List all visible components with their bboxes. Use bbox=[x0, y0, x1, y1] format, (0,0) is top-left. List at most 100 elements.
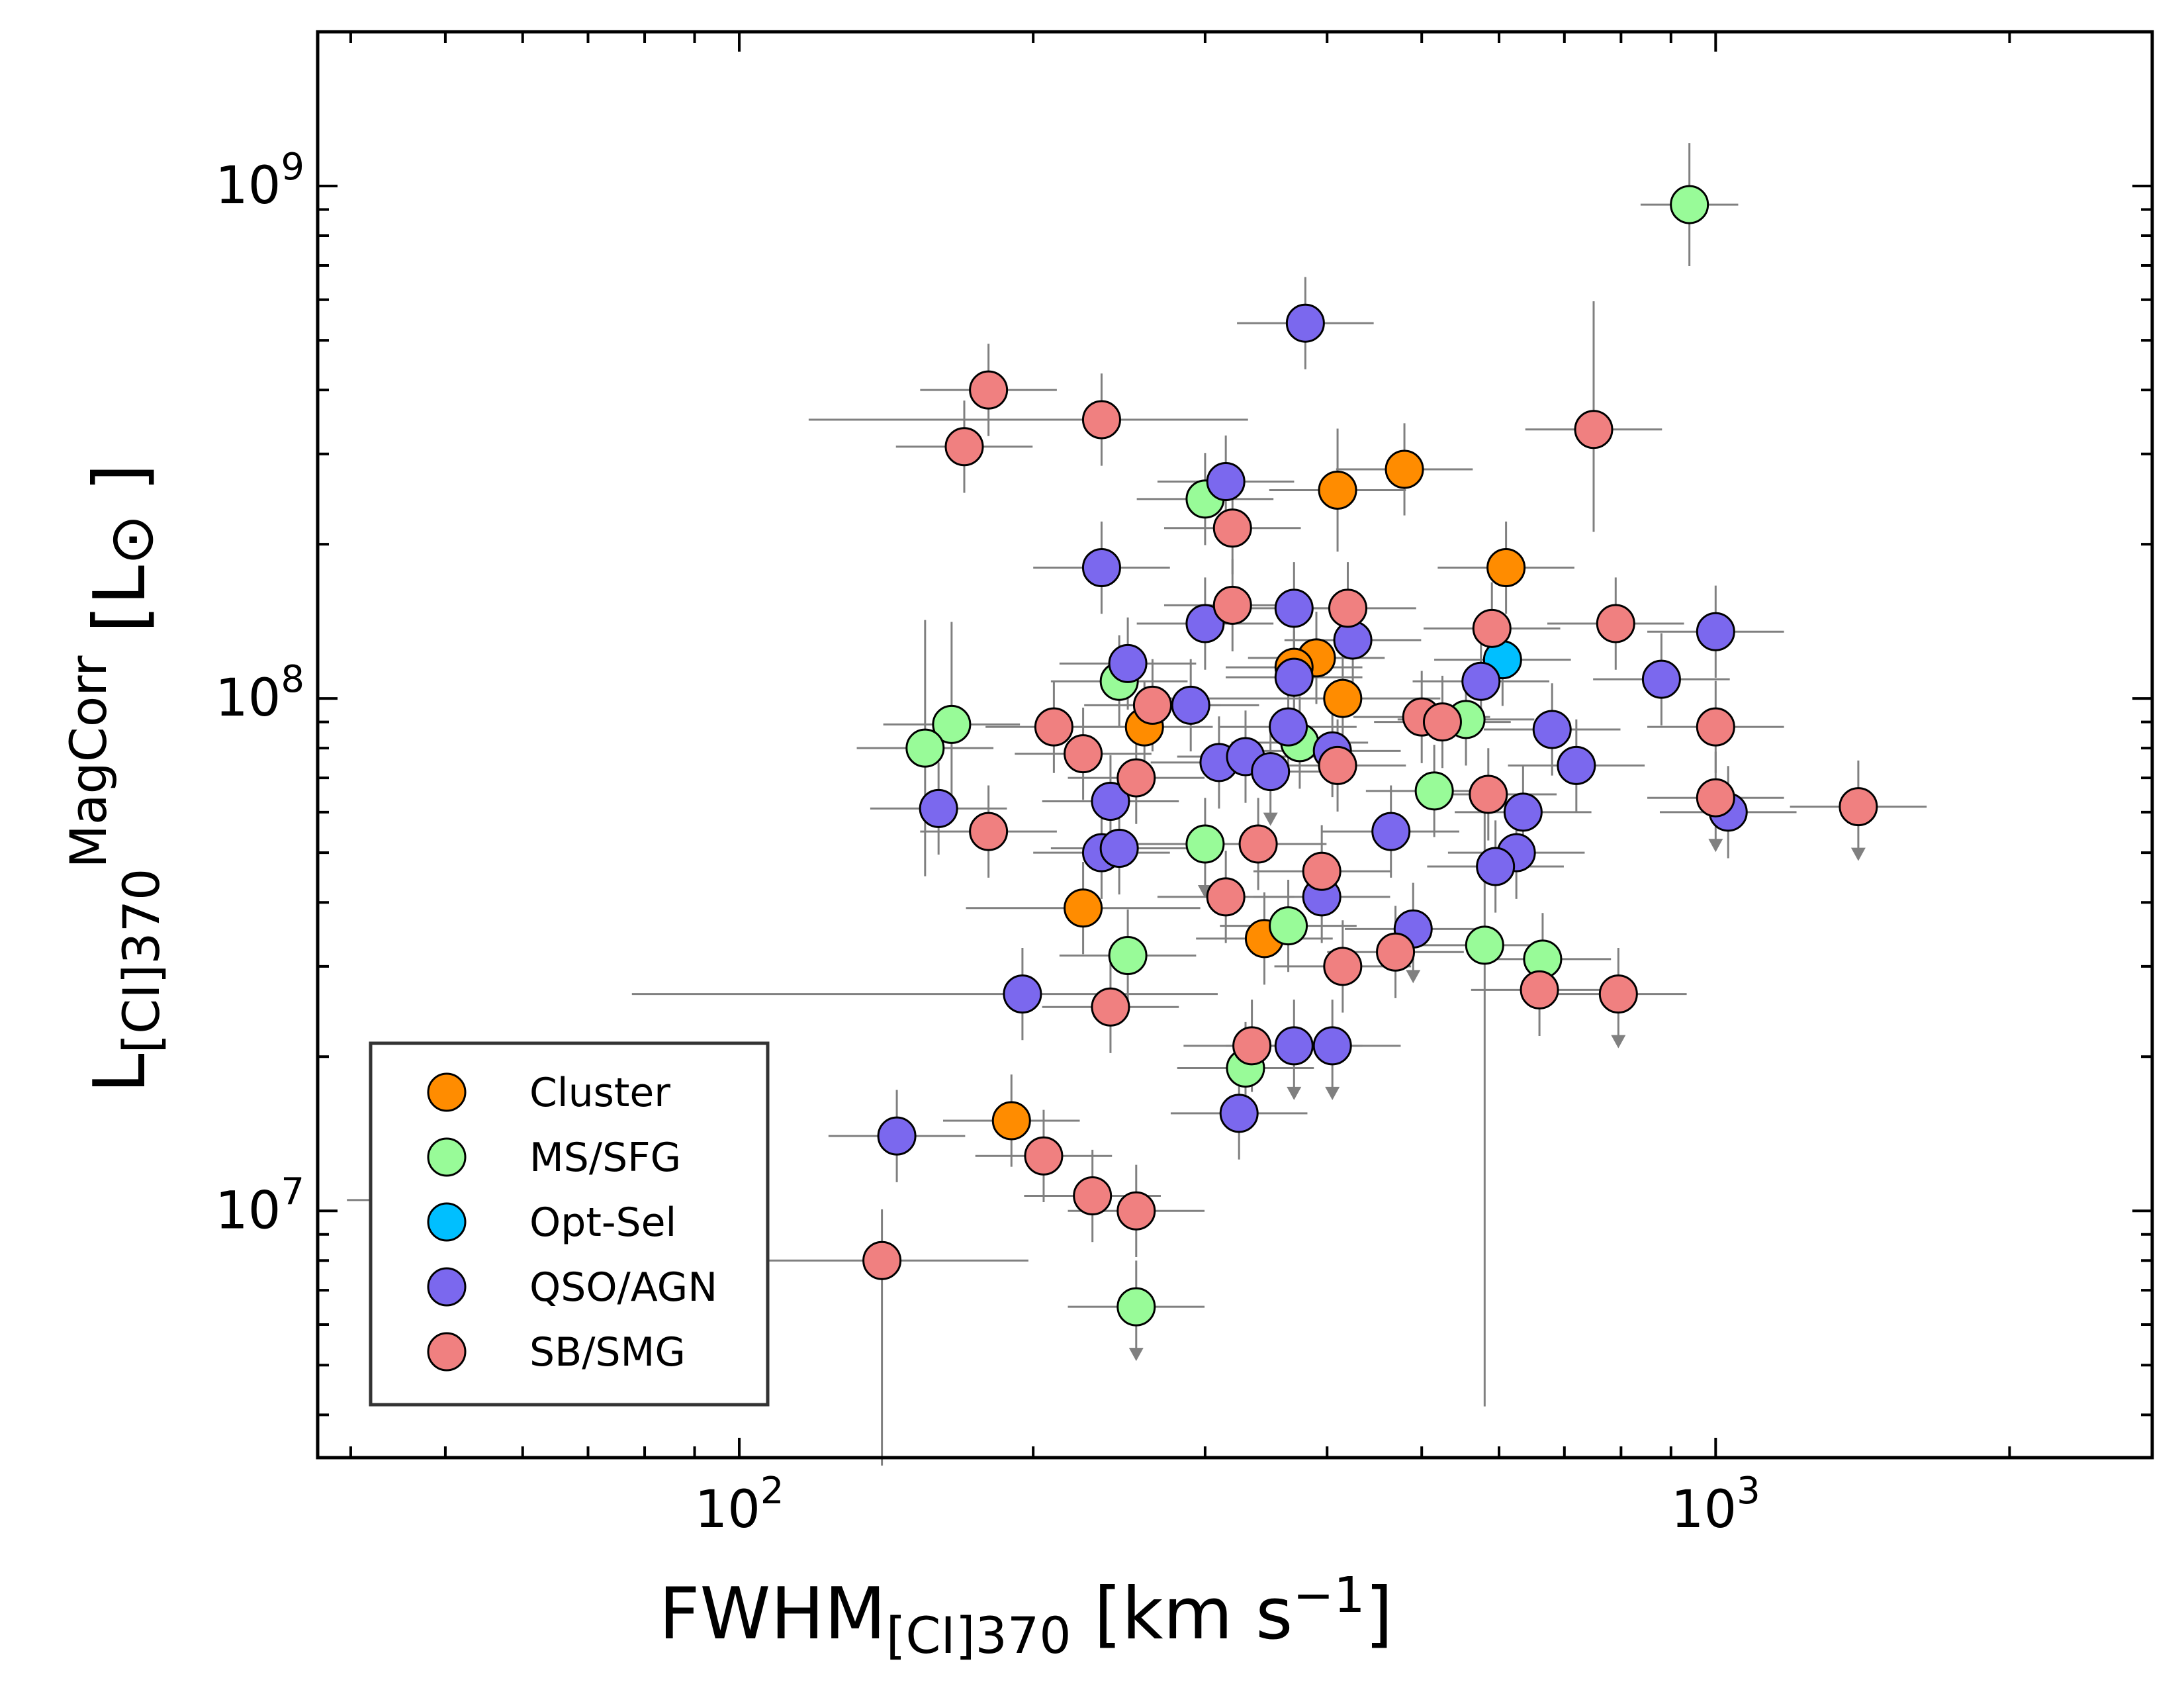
data-point bbox=[1132, 685, 1172, 725]
data-point bbox=[919, 788, 958, 828]
legend-marker bbox=[427, 1137, 467, 1177]
data-point bbox=[1099, 829, 1139, 868]
axis-ticks bbox=[318, 30, 2152, 1458]
data-point bbox=[1064, 734, 1103, 774]
data-point bbox=[1081, 548, 1121, 588]
data-point bbox=[1206, 462, 1246, 502]
data-point bbox=[1285, 303, 1325, 343]
data-point bbox=[1312, 1026, 1352, 1066]
data-point bbox=[1116, 1287, 1156, 1327]
data-point bbox=[1269, 906, 1308, 946]
tick-labels: 102 103 107 108 109 bbox=[215, 146, 1760, 1540]
data-point bbox=[1034, 707, 1073, 747]
data-point bbox=[1274, 657, 1314, 697]
legend-label: Opt-Sel bbox=[529, 1199, 676, 1246]
data-point bbox=[1206, 877, 1246, 917]
data-point bbox=[1108, 936, 1148, 976]
upper-limit-arrow bbox=[1128, 1348, 1144, 1362]
data-point bbox=[1476, 847, 1516, 886]
upper-limit-arrow bbox=[1287, 1086, 1302, 1100]
data-point bbox=[1318, 745, 1357, 785]
data-point bbox=[1219, 1094, 1259, 1133]
y-tick-label: 107 bbox=[215, 1170, 304, 1241]
data-point bbox=[1302, 851, 1342, 891]
data-point bbox=[1081, 400, 1121, 440]
data-point bbox=[1371, 812, 1411, 851]
data-point bbox=[1073, 1176, 1113, 1216]
data-point bbox=[969, 812, 1009, 851]
data-point bbox=[1670, 185, 1709, 224]
data-point bbox=[1212, 585, 1252, 625]
legend-marker bbox=[427, 1202, 467, 1242]
data-point bbox=[1486, 548, 1526, 588]
data-point bbox=[1003, 974, 1042, 1014]
data-point bbox=[1108, 643, 1148, 683]
data-point bbox=[1185, 604, 1225, 643]
x-axis-label: FWHM[CI]370 [km s−1] bbox=[659, 1567, 1392, 1665]
legend-label: MS/SFG bbox=[529, 1135, 681, 1181]
data-point bbox=[1839, 787, 1878, 827]
data-point bbox=[1212, 508, 1252, 548]
upper-limit-arrow bbox=[1611, 1035, 1626, 1049]
upper-limit-arrow bbox=[1406, 970, 1421, 984]
data-point bbox=[1472, 608, 1512, 648]
data-point bbox=[1274, 588, 1314, 628]
x-tick-label: 103 bbox=[1671, 1470, 1760, 1540]
data-point bbox=[1091, 987, 1130, 1027]
data-point bbox=[1596, 604, 1635, 643]
legend-label: QSO/AGN bbox=[529, 1264, 717, 1311]
data-point bbox=[1185, 824, 1225, 864]
data-point bbox=[1574, 410, 1614, 449]
legend-marker bbox=[427, 1072, 467, 1112]
data-point bbox=[877, 1116, 917, 1156]
upper-limit-arrow bbox=[1850, 847, 1866, 861]
legend-label: SB/SMG bbox=[529, 1329, 686, 1376]
data-point bbox=[1422, 702, 1462, 742]
data-point bbox=[1461, 661, 1501, 701]
y-axis-label: L[CI]370MagCorr [L⊙ ] bbox=[59, 463, 171, 1093]
data-point bbox=[1274, 1026, 1314, 1066]
data-point bbox=[1503, 792, 1543, 832]
data-point bbox=[1696, 778, 1735, 818]
upper-limit-arrow bbox=[1708, 839, 1723, 853]
data-point bbox=[1465, 925, 1504, 965]
data-point bbox=[1064, 888, 1103, 928]
data-point bbox=[1376, 932, 1416, 972]
data-point bbox=[1385, 449, 1424, 489]
legend-label: Cluster bbox=[529, 1070, 670, 1116]
data-point bbox=[1024, 1136, 1064, 1176]
data-point bbox=[1598, 974, 1638, 1014]
y-tick-label: 108 bbox=[215, 658, 304, 728]
data-point bbox=[1232, 1026, 1272, 1066]
data-point bbox=[1171, 685, 1210, 725]
data-point bbox=[1116, 1191, 1156, 1231]
data-point bbox=[1328, 588, 1367, 628]
data-point bbox=[1269, 707, 1308, 747]
legend: Cluster MS/SFG Opt-Sel QSO/AGN SB/SMG bbox=[369, 1041, 770, 1407]
upper-limit-arrow bbox=[1325, 1086, 1340, 1100]
data-point bbox=[1323, 679, 1363, 718]
upper-limit-arrow bbox=[1263, 812, 1278, 826]
plot-frame bbox=[316, 30, 2154, 1460]
data-point bbox=[1318, 470, 1357, 510]
data-point bbox=[1557, 745, 1596, 785]
data-point bbox=[905, 728, 945, 768]
data-point bbox=[1333, 620, 1373, 660]
data-point bbox=[1520, 970, 1559, 1009]
data-point bbox=[932, 704, 972, 744]
legend-marker bbox=[427, 1267, 467, 1307]
y-tick-label: 109 bbox=[215, 146, 304, 216]
data-point bbox=[862, 1241, 902, 1280]
data-point bbox=[944, 427, 984, 467]
data-points bbox=[503, 185, 1878, 1327]
legend-marker bbox=[427, 1332, 467, 1372]
data-point bbox=[1251, 752, 1291, 792]
data-point bbox=[1414, 771, 1454, 811]
data-point bbox=[1323, 947, 1363, 986]
x-tick-label: 102 bbox=[695, 1470, 784, 1540]
data-point bbox=[1696, 707, 1735, 747]
data-point bbox=[1532, 710, 1572, 749]
data-point bbox=[1641, 659, 1681, 699]
data-point bbox=[1091, 781, 1130, 821]
